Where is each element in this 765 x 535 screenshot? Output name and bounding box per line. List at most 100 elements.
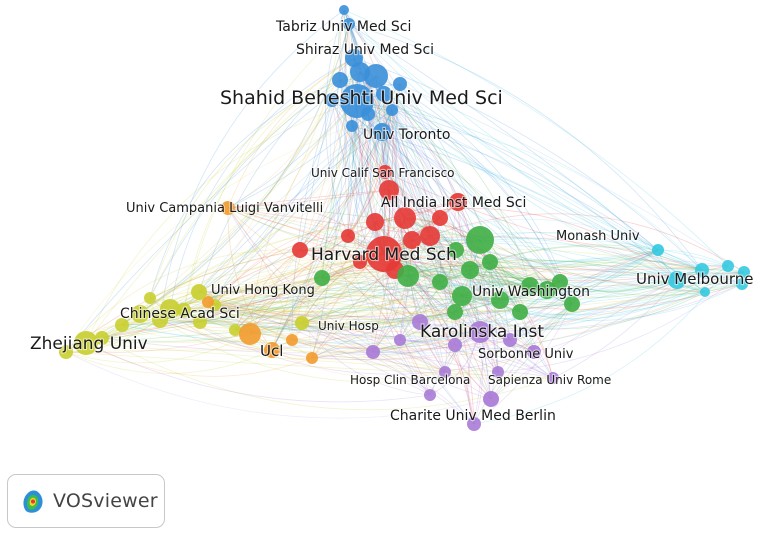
network-node (447, 304, 463, 320)
network-node (59, 345, 73, 359)
network-link (65, 125, 353, 353)
network-link (372, 279, 678, 353)
network-link (121, 99, 333, 326)
node-hku[interactable] (191, 284, 207, 300)
node-aiims[interactable] (449, 193, 467, 211)
network-link (321, 113, 369, 279)
network-link (121, 291, 200, 326)
network-link (399, 83, 471, 271)
node-sapienza[interactable] (547, 372, 559, 384)
node-melbourne[interactable] (668, 271, 686, 289)
node-washington[interactable] (538, 281, 556, 299)
network-link (509, 271, 745, 341)
network-node (239, 323, 261, 345)
label-tabriz: Tabriz Univ Med Sci (275, 19, 411, 35)
network-link (199, 9, 345, 323)
node-harvard[interactable] (366, 236, 402, 272)
network-link (311, 356, 431, 396)
node-cas[interactable] (160, 299, 180, 319)
network-link (473, 303, 573, 425)
network-link (271, 109, 393, 351)
network-link (183, 57, 355, 311)
node-shiraz[interactable] (345, 49, 363, 67)
network-link (227, 207, 481, 241)
node-charite[interactable] (483, 391, 499, 407)
node-shahid[interactable] (340, 84, 374, 118)
network-link (348, 23, 499, 373)
network-link (121, 320, 554, 379)
network-link (183, 281, 441, 312)
network-link (321, 57, 355, 279)
network-link (372, 271, 745, 354)
network-node (439, 366, 451, 378)
node-campania[interactable] (221, 201, 235, 215)
network-link (429, 261, 491, 396)
network-link (214, 304, 492, 400)
network-link (139, 269, 471, 325)
network-link (411, 236, 703, 271)
network-link (399, 83, 678, 281)
network-link (307, 93, 385, 359)
network-node (424, 389, 436, 401)
network-link (391, 109, 431, 237)
network-node (353, 255, 367, 269)
network-link (183, 253, 385, 312)
network-link (489, 261, 535, 353)
node-labels: Shahid Beheshti Univ Med Sci Tabriz Univ … (29, 18, 755, 425)
node-tabriz[interactable] (343, 18, 355, 30)
network-link (271, 321, 421, 351)
node-zhejiang[interactable] (74, 331, 98, 355)
network-link (489, 261, 703, 271)
network-link (383, 93, 706, 293)
network-link (367, 113, 471, 271)
node-univhosp[interactable] (295, 316, 309, 330)
network-link (271, 113, 369, 351)
node-toronto[interactable] (373, 123, 391, 141)
network-link (381, 131, 548, 291)
network-link (359, 71, 554, 379)
network-node (452, 286, 472, 306)
network-link (65, 351, 492, 419)
network-node (552, 274, 568, 290)
network-link (509, 276, 743, 341)
network-link (343, 9, 457, 251)
network-node (364, 64, 388, 88)
label-univhosp: Univ Hosp (318, 319, 379, 333)
network-node (738, 266, 750, 278)
network-link (149, 79, 341, 299)
network-link (121, 217, 441, 326)
network-link (429, 218, 659, 251)
network-link (339, 9, 413, 241)
node-sorbonne[interactable] (527, 345, 541, 359)
node-monash[interactable] (652, 244, 664, 256)
network-node (193, 315, 207, 329)
label-campania: Univ Campania Luigi Vanvitelli (126, 201, 323, 216)
node-ucl[interactable] (264, 342, 280, 358)
node-barcelona[interactable] (366, 345, 380, 359)
network-link (199, 295, 421, 323)
network-link (374, 109, 393, 223)
node-ucsf[interactable] (378, 165, 392, 179)
network-link (85, 342, 313, 377)
network-link (227, 207, 456, 313)
network-link (454, 344, 475, 425)
network-link (454, 291, 706, 330)
node-karolinska[interactable] (469, 321, 491, 343)
network-link (199, 285, 531, 323)
network-link (65, 249, 301, 353)
network-link (291, 331, 481, 350)
network-link (529, 276, 706, 293)
network-link (169, 308, 313, 359)
network-link (85, 261, 491, 344)
network-link (399, 249, 457, 341)
network-link (348, 23, 659, 251)
network-link (85, 93, 385, 344)
network-link (343, 9, 678, 281)
network-link (198, 291, 446, 373)
network-node (397, 265, 419, 287)
network-link (207, 253, 385, 306)
network-link (183, 131, 383, 311)
network-link (85, 303, 573, 344)
network-link (291, 99, 333, 341)
